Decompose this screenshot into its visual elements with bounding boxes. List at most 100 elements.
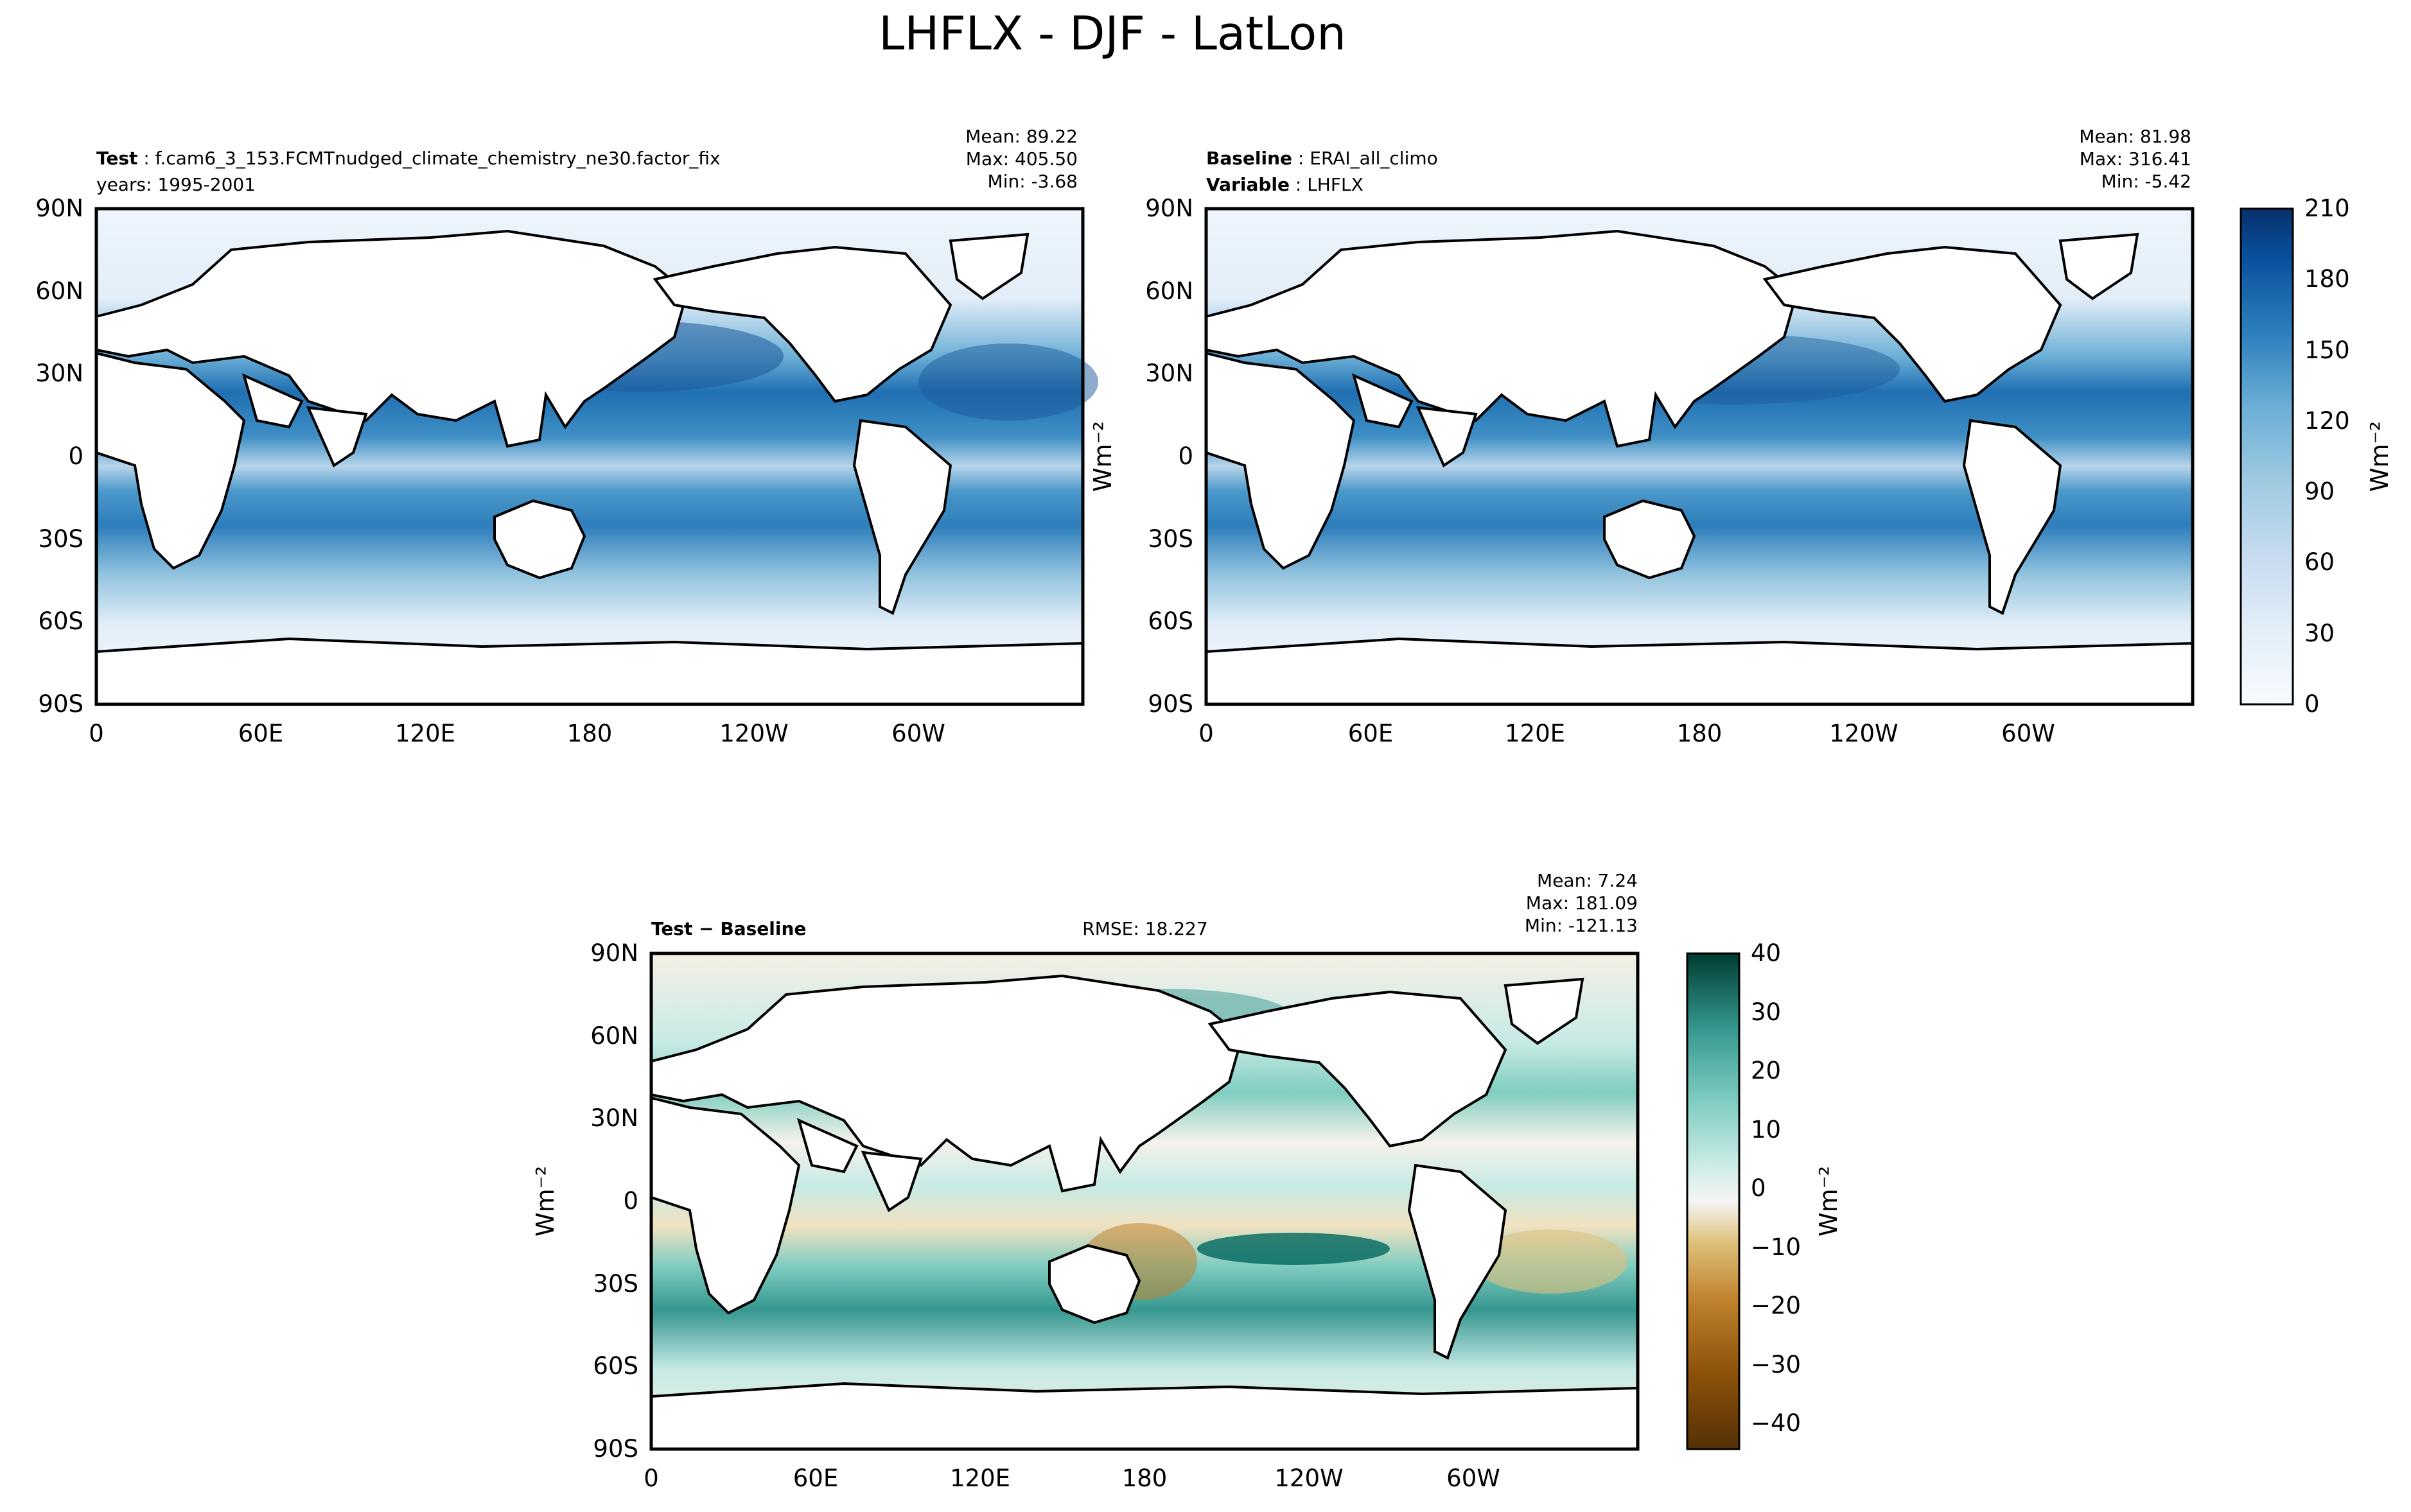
baseline-lon-ticks: 0 60E 120E 180 120W 60W bbox=[1198, 720, 2055, 747]
lat-tick: 30S bbox=[1148, 525, 1193, 553]
baseline-mean: Mean: 81.98 bbox=[2079, 126, 2191, 147]
lat-tick: 90N bbox=[35, 195, 83, 222]
colorbar-tick: 120 bbox=[2304, 407, 2350, 435]
diff-lat-ticks: 90N 60N 30N 0 30S 60S 90S bbox=[590, 939, 638, 1463]
colorbar-tick: −40 bbox=[1751, 1409, 1801, 1437]
lat-tick: 90N bbox=[590, 939, 638, 967]
lat-tick: 0 bbox=[68, 442, 83, 470]
lon-tick: 60W bbox=[891, 720, 945, 747]
test-field-feature bbox=[918, 343, 1098, 421]
test-separator: : bbox=[137, 148, 155, 169]
top-colorbar: 210 180 150 120 90 60 30 0 Wm⁻² bbox=[2240, 195, 2394, 718]
colorbar-tick: 30 bbox=[1751, 998, 1781, 1026]
test-label: Test bbox=[96, 148, 137, 169]
lat-tick: 60N bbox=[590, 1022, 638, 1050]
top-colorbar-ticks: 210 180 150 120 90 60 30 0 bbox=[2304, 195, 2350, 718]
colorbar-tick: 40 bbox=[1751, 939, 1781, 967]
lon-tick: 120E bbox=[395, 720, 455, 747]
figure-title: LHFLX - DJF - LatLon bbox=[879, 6, 1346, 60]
lat-tick: 60N bbox=[1145, 277, 1193, 305]
lat-tick: 0 bbox=[1178, 442, 1193, 470]
baseline-map: 90N 60N 30N 0 30S 60S 90S 0 60E 120E 180… bbox=[1145, 195, 2195, 747]
test-mean: Mean: 89.22 bbox=[965, 126, 1078, 147]
lat-tick: 90S bbox=[1148, 690, 1193, 718]
lat-tick: 60S bbox=[38, 607, 83, 635]
test-years: years: 1995-2001 bbox=[96, 174, 256, 195]
colorbar-tick: −10 bbox=[1751, 1233, 1801, 1261]
baseline-min: Min: -5.42 bbox=[2101, 171, 2191, 192]
lon-tick: 120W bbox=[719, 720, 788, 747]
variable-separator: : bbox=[1290, 174, 1307, 195]
diff-axes-frame bbox=[649, 952, 1640, 1451]
variable-label: Variable bbox=[1206, 174, 1290, 195]
diff-colorbar-gradient bbox=[1686, 952, 1740, 1450]
lon-tick: 60E bbox=[238, 720, 283, 747]
lon-tick: 180 bbox=[567, 720, 613, 747]
colorbar-tick: 0 bbox=[1751, 1174, 1766, 1202]
lon-tick: 120E bbox=[950, 1464, 1010, 1492]
lat-tick: 60N bbox=[35, 277, 83, 305]
colorbar-tick: −30 bbox=[1751, 1351, 1801, 1378]
test-min: Min: -3.68 bbox=[988, 171, 1078, 192]
lon-tick: 120W bbox=[1829, 720, 1898, 747]
top-colorbar-label: Wm⁻² bbox=[2365, 421, 2394, 492]
baseline-label: Baseline bbox=[1206, 148, 1292, 169]
diff-colorbar-label: Wm⁻² bbox=[1814, 1166, 1843, 1237]
diff-field-feature bbox=[1197, 1233, 1390, 1265]
baseline-name: ERAI_all_climo bbox=[1310, 148, 1438, 169]
lon-tick: 60E bbox=[1348, 720, 1393, 747]
diff-colorbar-ticks: 40 30 20 10 0 −10 −20 −30 −40 bbox=[1751, 939, 1801, 1437]
top-colorbar-gradient bbox=[2240, 207, 2294, 706]
lat-tick: 60S bbox=[593, 1352, 638, 1380]
diff-rmse: RMSE: 18.227 bbox=[1082, 918, 1207, 939]
colorbar-tick: 150 bbox=[2304, 336, 2350, 364]
lon-tick: 60E bbox=[793, 1464, 838, 1492]
lat-tick: 30N bbox=[1145, 360, 1193, 387]
test-case-name: f.cam6_3_153.FCMTnudged_climate_chemistr… bbox=[155, 148, 721, 169]
lon-tick: 120E bbox=[1505, 720, 1565, 747]
test-units-label: Wm⁻² bbox=[1089, 421, 1117, 492]
colorbar-tick: 30 bbox=[2304, 620, 2335, 647]
lon-tick: 60W bbox=[1446, 1464, 1500, 1492]
diff-units-label: Wm⁻² bbox=[531, 1166, 559, 1237]
colorbar-tick: 60 bbox=[2304, 548, 2335, 576]
baseline-separator: : bbox=[1292, 148, 1310, 169]
lon-tick: 0 bbox=[644, 1464, 659, 1492]
lon-tick: 180 bbox=[1677, 720, 1723, 747]
lat-tick: 30N bbox=[35, 360, 83, 387]
diff-panel: Test − Baseline RMSE: 18.227 Mean: 7.24 … bbox=[531, 870, 1640, 1492]
colorbar-tick: 180 bbox=[2304, 265, 2350, 293]
diff-colorbar: 40 30 20 10 0 −10 −20 −30 −40 Wm⁻² bbox=[1686, 939, 1843, 1450]
variable-header: Variable : LHFLX bbox=[1206, 174, 1363, 195]
colorbar-tick: 0 bbox=[2304, 690, 2320, 718]
lat-tick: 90S bbox=[593, 1435, 638, 1463]
lon-tick: 0 bbox=[1198, 720, 1214, 747]
lon-tick: 180 bbox=[1122, 1464, 1168, 1492]
diff-mean: Mean: 7.24 bbox=[1537, 870, 1638, 891]
lat-tick: 90S bbox=[38, 690, 83, 718]
colorbar-tick: 10 bbox=[1751, 1116, 1781, 1143]
diff-max: Max: 181.09 bbox=[1526, 892, 1638, 914]
colorbar-tick: −20 bbox=[1751, 1292, 1801, 1319]
lat-tick: 0 bbox=[623, 1187, 638, 1215]
baseline-panel: Baseline : ERAI_all_climo Variable : LHF… bbox=[1145, 126, 2195, 747]
diff-lon-ticks: 0 60E 120E 180 120W 60W bbox=[644, 1464, 1500, 1492]
lat-tick: 30N bbox=[590, 1104, 638, 1132]
test-header: Test : f.cam6_3_153.FCMTnudged_climate_c… bbox=[96, 148, 721, 169]
colorbar-tick: 210 bbox=[2304, 195, 2350, 222]
test-map: 90N 60N 30N 0 30S 60S 90S 0 60E 120E 180… bbox=[35, 195, 1098, 747]
diff-field-feature bbox=[1473, 1230, 1627, 1294]
test-max: Max: 405.50 bbox=[966, 148, 1078, 169]
lat-tick: 60S bbox=[1148, 607, 1193, 635]
colorbar-tick: 20 bbox=[1751, 1057, 1781, 1084]
diff-min: Min: -121.13 bbox=[1525, 915, 1638, 936]
lat-tick: 90N bbox=[1145, 195, 1193, 222]
lon-tick: 0 bbox=[89, 720, 104, 747]
colorbar-tick: 90 bbox=[2304, 478, 2335, 505]
test-panel: Test : f.cam6_3_153.FCMTnudged_climate_c… bbox=[35, 126, 1117, 747]
baseline-axes-frame bbox=[1204, 207, 2195, 706]
test-lat-ticks: 90N 60N 30N 0 30S 60S 90S bbox=[35, 195, 83, 718]
lat-tick: 30S bbox=[593, 1270, 638, 1298]
baseline-header: Baseline : ERAI_all_climo bbox=[1206, 148, 1438, 169]
test-lon-ticks: 0 60E 120E 180 120W 60W bbox=[89, 720, 945, 747]
